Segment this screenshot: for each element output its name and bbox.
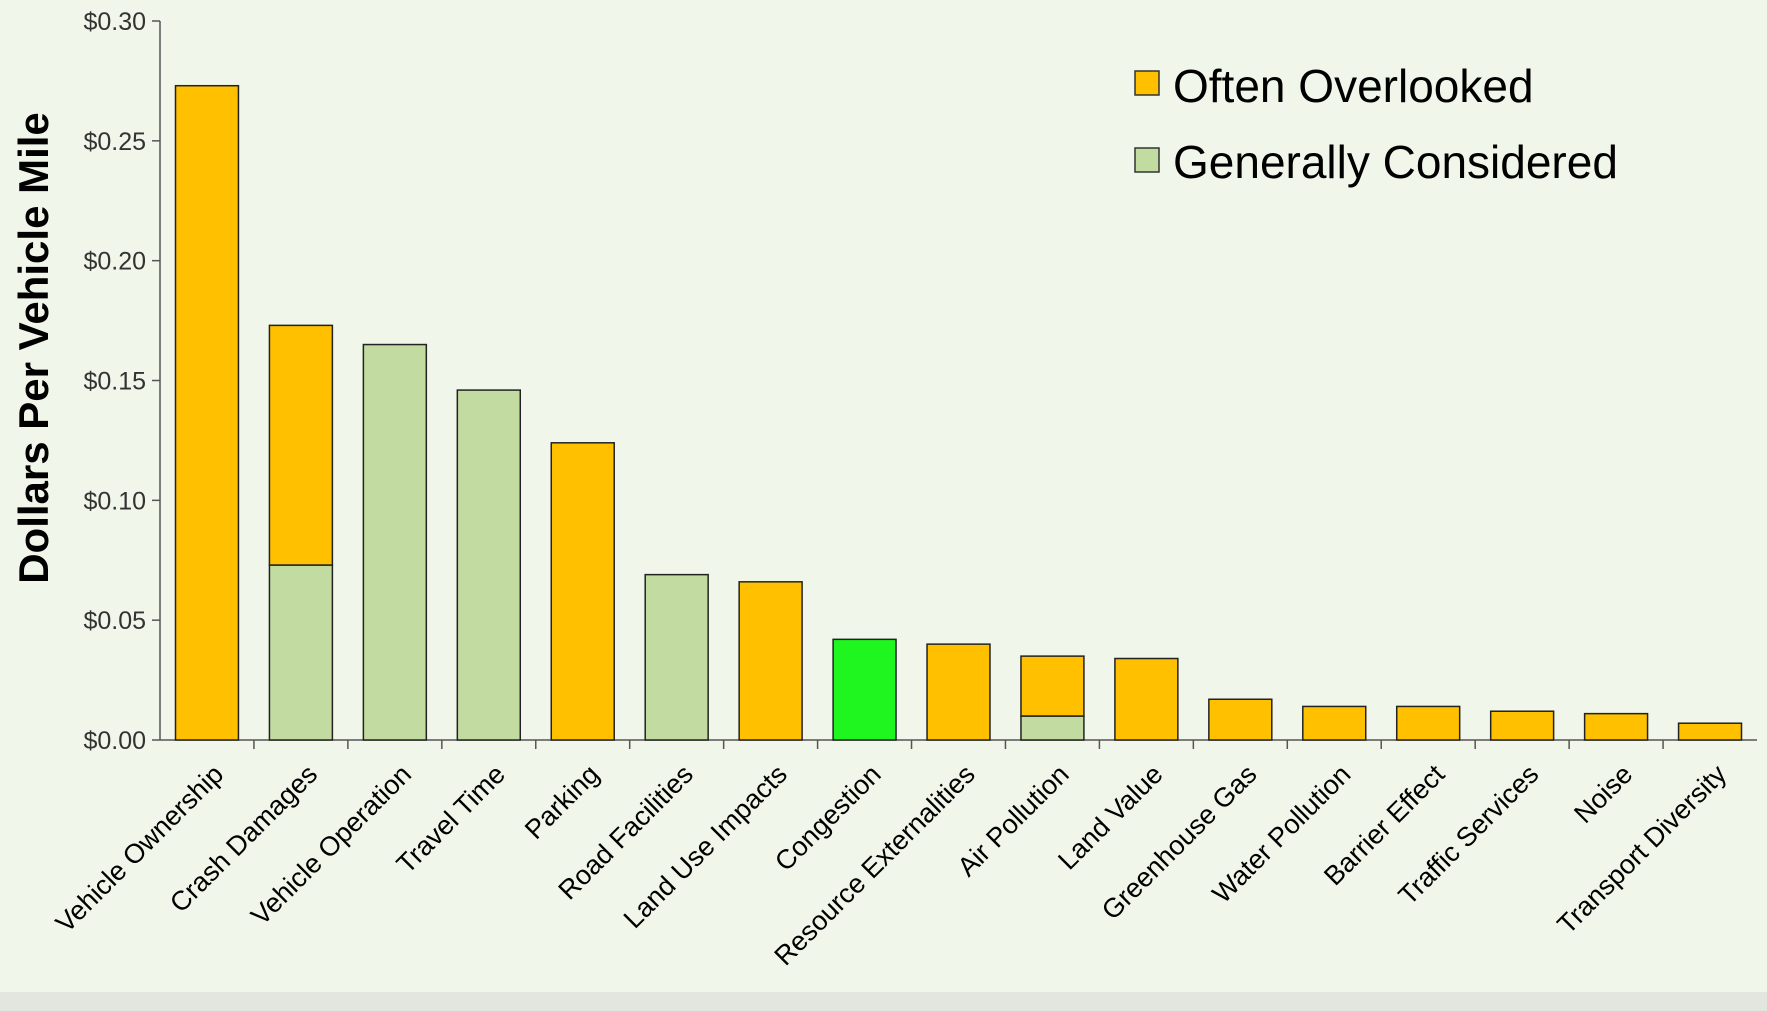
bar-air-pollution-generally-considered [1020, 715, 1085, 741]
bar-vehicle-ownership-often-overlooked [174, 84, 240, 741]
bar-parking-often-overlooked [550, 442, 615, 741]
bar-traffic-services-often-overlooked [1489, 710, 1555, 741]
bar-congestion [832, 638, 897, 741]
legend-swatch-generally-considered [1134, 147, 1160, 173]
bar-air-pollution-often-overlooked [1020, 655, 1085, 717]
bar-crash-damages-often-overlooked [268, 324, 334, 566]
legend-swatch-often-overlooked [1134, 70, 1160, 96]
y-tick-label: $0.30 [83, 8, 146, 36]
bar-crash-damages-generally-considered [268, 564, 334, 741]
legend: Often Overlooked Generally Considered [1134, 60, 1618, 188]
x-tick-label-land-use-impacts: Land Use Impacts [618, 759, 793, 934]
bar-barrier-effect-often-overlooked [1395, 705, 1461, 741]
y-tick-label: $0.05 [83, 607, 146, 635]
bar-vehicle-operation-generally-considered [362, 343, 428, 741]
bar-water-pollution-often-overlooked [1302, 705, 1367, 741]
x-tick-label-vehicle-ownership: Vehicle Ownership [50, 759, 229, 938]
bar-road-facilities-generally-considered [644, 573, 709, 741]
bars [174, 84, 1743, 741]
y-axis-title: Dollars Per Vehicle Mile [10, 112, 57, 584]
x-tick-label-vehicle-operation: Vehicle Operation [245, 759, 417, 931]
bar-resource-externalities-often-overlooked [926, 643, 991, 741]
bar-greenhouse-gas-often-overlooked [1208, 698, 1273, 741]
legend-label-generally-considered: Generally Considered [1173, 136, 1618, 188]
y-tick-label: $0.00 [83, 727, 146, 755]
y-ticks: $0.00 $0.05 $0.10 $0.15 $0.20 $0.25 $0.30 [83, 8, 1664, 755]
y-tick-label: $0.15 [83, 368, 146, 396]
y-tick-label: $0.10 [83, 487, 146, 515]
x-tick-label-noise: Noise [1568, 759, 1638, 829]
bar-land-use-impacts-often-overlooked [738, 581, 803, 741]
bar-land-value-often-overlooked [1114, 657, 1179, 741]
y-tick-label: $0.25 [83, 128, 146, 156]
bar-transport-diversity-often-overlooked [1677, 722, 1743, 741]
legend-label-often-overlooked: Often Overlooked [1173, 60, 1534, 112]
x-tick-label-parking: Parking [519, 759, 605, 845]
y-tick-label: $0.20 [83, 248, 146, 276]
x-tick-label-transport-diversity: Transport Diversity [1552, 759, 1733, 940]
slide-footer-strip [0, 992, 1767, 1011]
x-tick-label-greenhouse-gas: Greenhouse Gas [1096, 759, 1263, 926]
bar-travel-time-generally-considered [456, 389, 522, 741]
bar-noise-often-overlooked [1583, 712, 1649, 741]
